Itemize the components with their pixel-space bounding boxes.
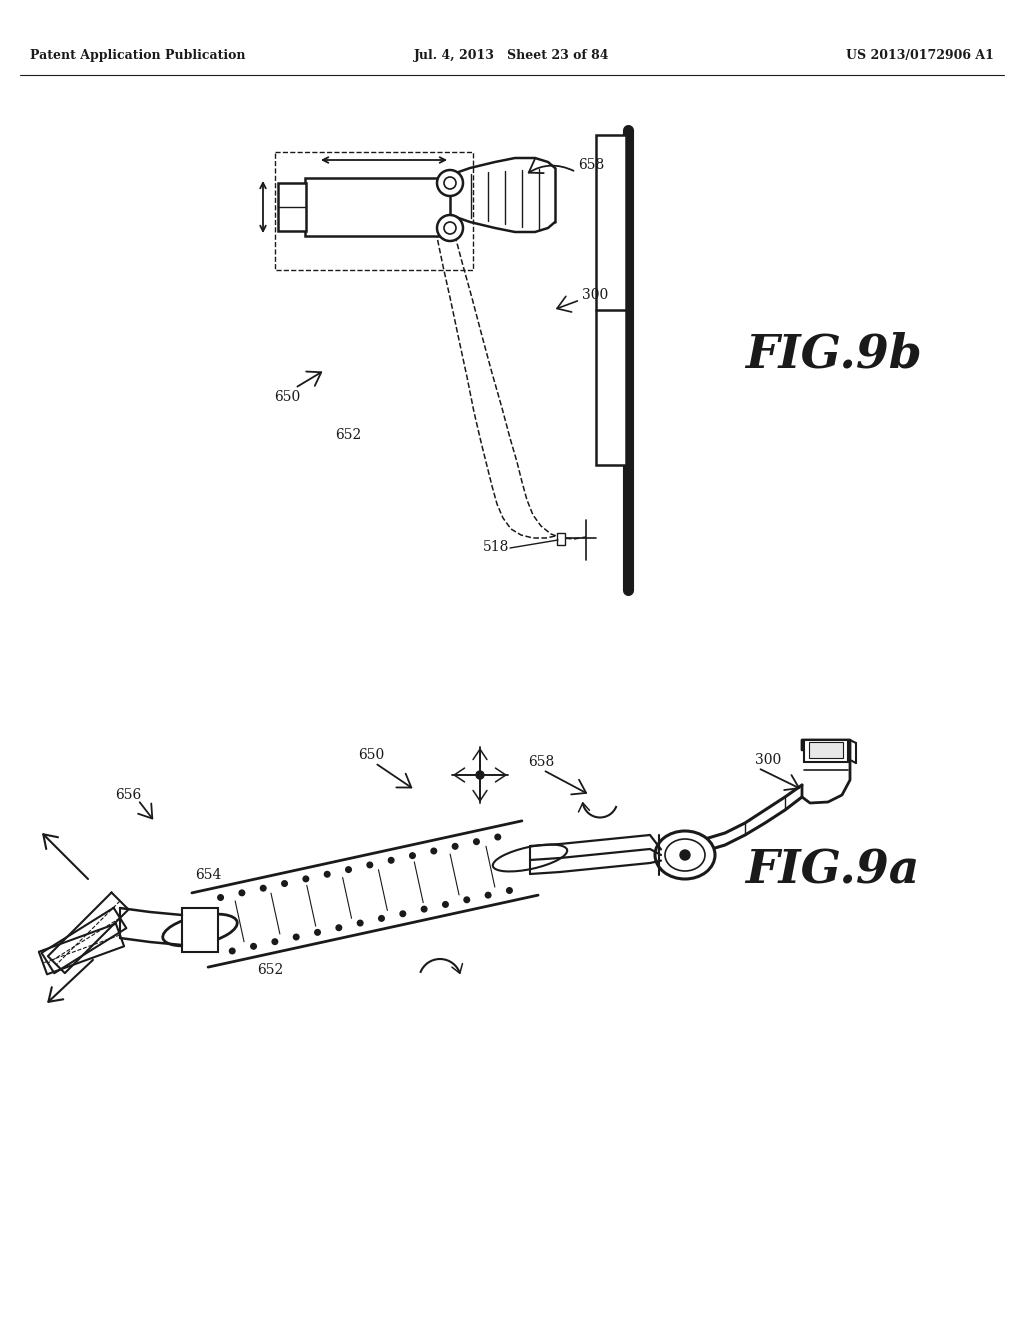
Text: 656: 656: [115, 788, 141, 803]
Circle shape: [474, 840, 479, 845]
Text: 650: 650: [358, 748, 384, 762]
Ellipse shape: [655, 832, 715, 879]
Bar: [305, 178, 450, 236]
Circle shape: [437, 170, 463, 195]
Circle shape: [336, 925, 342, 931]
Circle shape: [495, 834, 501, 840]
Circle shape: [444, 177, 456, 189]
Text: US 2013/0172906 A1: US 2013/0172906 A1: [846, 49, 994, 62]
Circle shape: [476, 771, 484, 779]
Bar: [182, 908, 218, 952]
Circle shape: [400, 911, 406, 916]
Text: 658: 658: [528, 755, 554, 770]
Circle shape: [437, 215, 463, 242]
Ellipse shape: [163, 915, 238, 946]
Text: 300: 300: [582, 288, 608, 302]
Text: FIG.9b: FIG.9b: [745, 333, 922, 378]
Circle shape: [357, 920, 362, 925]
Text: Jul. 4, 2013   Sheet 23 of 84: Jul. 4, 2013 Sheet 23 of 84: [415, 49, 609, 62]
Circle shape: [346, 867, 351, 873]
Circle shape: [272, 939, 278, 945]
Circle shape: [251, 944, 256, 949]
Bar: [596, 135, 626, 465]
Circle shape: [303, 876, 308, 882]
Circle shape: [388, 858, 394, 863]
Polygon shape: [48, 892, 128, 973]
Text: 518: 518: [482, 540, 509, 554]
Circle shape: [680, 850, 690, 861]
Text: FIG.9a: FIG.9a: [745, 847, 920, 894]
Circle shape: [464, 898, 470, 903]
Text: 652: 652: [335, 428, 361, 442]
Polygon shape: [42, 908, 126, 973]
Circle shape: [229, 948, 236, 954]
Text: 300: 300: [755, 752, 781, 767]
Circle shape: [218, 895, 223, 900]
Text: 652: 652: [257, 964, 283, 977]
Circle shape: [442, 902, 449, 907]
Bar: [278, 183, 306, 231]
Text: 658: 658: [578, 158, 604, 172]
Circle shape: [507, 887, 512, 894]
Bar: [809, 742, 843, 758]
Circle shape: [367, 862, 373, 867]
Circle shape: [314, 929, 321, 935]
Circle shape: [294, 935, 299, 940]
Ellipse shape: [665, 840, 705, 871]
Circle shape: [431, 849, 436, 854]
Circle shape: [421, 907, 427, 912]
Text: 650: 650: [273, 389, 300, 404]
Circle shape: [379, 916, 384, 921]
Circle shape: [453, 843, 458, 849]
Circle shape: [260, 886, 266, 891]
Circle shape: [282, 880, 288, 886]
Circle shape: [325, 871, 330, 876]
Circle shape: [444, 222, 456, 234]
Circle shape: [239, 890, 245, 896]
Bar: [557, 533, 565, 545]
Text: Patent Application Publication: Patent Application Publication: [30, 49, 246, 62]
Bar: [804, 741, 848, 762]
Circle shape: [410, 853, 416, 858]
Circle shape: [485, 892, 490, 898]
Ellipse shape: [493, 845, 567, 871]
Text: 654: 654: [195, 869, 221, 882]
Bar: [275, 152, 473, 271]
Polygon shape: [39, 924, 124, 974]
